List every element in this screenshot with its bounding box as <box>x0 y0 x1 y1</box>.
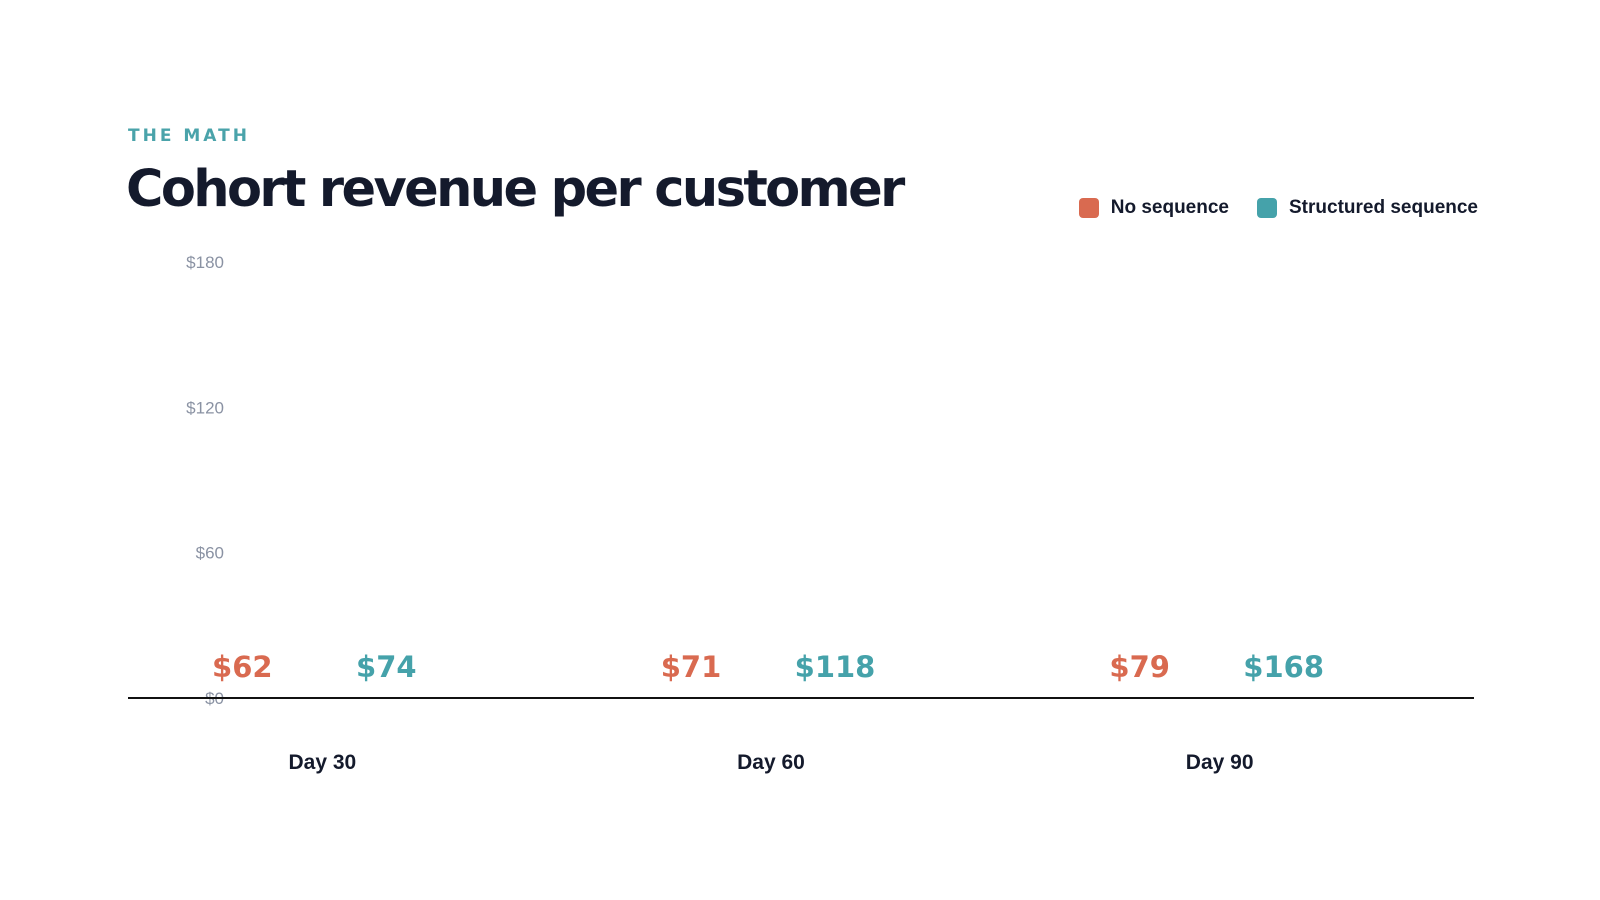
bar-value-label: $71 <box>661 650 722 684</box>
legend-swatch-structured-sequence <box>1257 198 1277 218</box>
bar-structured-sequence <box>1256 291 1312 698</box>
bar-value-label: $79 <box>1109 650 1170 684</box>
bar-value-label: $62 <box>212 650 273 684</box>
y-tick-label: $60 <box>196 544 224 563</box>
bar-value-label: $118 <box>795 650 876 684</box>
legend-swatch-no-sequence <box>1078 198 1099 218</box>
category-label: Day 90 <box>1186 751 1254 774</box>
y-tick-label: $180 <box>186 253 224 272</box>
legend-label-structured-sequence: Structured sequence <box>1289 197 1478 218</box>
y-tick-label: $120 <box>186 398 224 417</box>
category-label: Day 60 <box>737 751 805 774</box>
bar-value-label: $168 <box>1243 650 1324 684</box>
chart-title: Cohort revenue per customer <box>126 160 905 219</box>
category-label: Day 30 <box>288 751 356 774</box>
eyebrow-label: THE MATH <box>128 126 250 146</box>
legend-item-no-sequence: No sequence <box>1078 197 1229 219</box>
chart-legend: No sequence Structured sequence <box>1078 197 1478 219</box>
bar-value-label: $74 <box>356 650 417 684</box>
legend-label-no-sequence: No sequence <box>1110 197 1229 218</box>
legend-item-structured-sequence: Structured sequence <box>1257 197 1478 219</box>
